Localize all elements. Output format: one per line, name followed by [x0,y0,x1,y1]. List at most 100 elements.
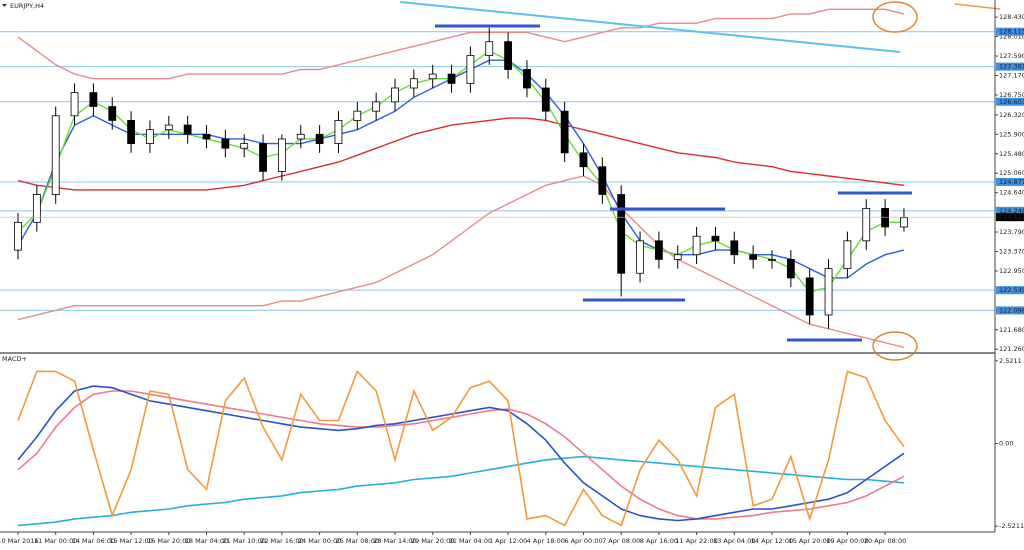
level-label: 124.871 [999,178,1024,186]
annotations [399,1,1001,361]
candle-body [296,133,305,140]
symbol-title: EURJPY,H4 [10,2,44,10]
level-label: 122.535 [999,286,1024,294]
candle-body [598,166,607,195]
x-tick-label: 7 Apr 08:00 [602,537,640,545]
y-tick-label: 122.950 [999,267,1024,275]
candle-body [70,92,79,117]
indicator-line [17,175,905,349]
x-tick-label: 6 Apr 00:00 [564,537,602,545]
level-label: 128.115 [999,28,1024,36]
candle-body [447,73,456,84]
menu-arrow[interactable] [2,4,7,7]
level-label-bg [996,97,1024,106]
candle-body [315,133,324,144]
candle-body [824,268,833,316]
candle-body [240,143,249,149]
x-tick-label: 16 Mar 20:00 [147,537,190,545]
y-tick-label: 126.750 [999,91,1024,99]
x-tick-label: 15 Mar 12:00 [109,537,152,545]
candle-body [409,78,418,89]
y-tick-label: 121.680 [999,326,1024,334]
x-tick-label: 21 Mar 10:00 [222,537,265,545]
candle-body [221,138,230,149]
x-tick-label: 29 Mar 20:00 [411,537,454,545]
level-label-bg [996,62,1024,71]
x-tick-label: 24 Mar 00:00 [298,537,341,545]
x-tick-label: 14 Apr 12:00 [751,537,793,545]
indicator-line [17,369,905,527]
candle-body [523,69,531,89]
candle-body [127,120,135,144]
x-tick-label: 20 Apr 08:00 [864,537,906,545]
indicator-line [17,385,905,522]
indicator-line [17,117,905,191]
highlight-circle [872,331,918,361]
candle-body [334,120,343,144]
level-label: 124.248 [999,207,1024,215]
candle-body [692,235,701,256]
x-tick-label: 4 Apr 18:00 [527,537,565,545]
x-tick-label: 15 Apr 20:00 [789,537,831,545]
candle-body [730,240,739,256]
y-tick-label: 123.790 [999,228,1024,236]
level-label-bg [996,286,1024,295]
last-price-bg [996,213,1024,222]
x-tick-label: 28 Mar 14:00 [373,537,416,545]
candle-body [183,124,192,135]
y-tick-label: 125.480 [999,150,1024,158]
y-tick-label: 121.260 [999,345,1024,353]
x-tick-label: 10 Mar 2016 [0,537,39,545]
candle-body [146,129,154,144]
candle-body [202,133,211,140]
y-tick-label: 125.900 [999,130,1024,138]
indicator-line [17,8,905,80]
candle-body [277,138,286,172]
trend-line [954,3,1001,10]
x-tick-label: 1 Apr 12:00 [489,537,527,545]
candle-body [51,115,60,195]
level-label: 122.098 [999,306,1024,314]
level-label-bg [996,206,1024,215]
x-tick-label: 19 Apr 00:00 [826,537,868,545]
y-tick-label: 127.590 [999,52,1024,60]
candle-body [353,110,362,121]
y-tick-label: 126.320 [999,111,1024,119]
candle-body [259,143,267,172]
x-tick-label: 22 Mar 16:00 [260,537,303,545]
candle-body [372,101,381,112]
candle-body [14,221,22,251]
candle-body [89,92,98,107]
candle-body [862,208,871,242]
candle-body [466,55,475,84]
last-price-label: 124.111 [999,213,1024,221]
highlight-circle [872,1,918,33]
x-tick-label: 31 Mar 04:00 [449,537,492,545]
x-tick-label: 13 Apr 04:00 [713,537,755,545]
x-tick-label: 25 Mar 08:00 [336,537,379,545]
level-label-bg [996,306,1024,315]
candle-body [541,87,550,112]
y-tick-label: 123.370 [999,247,1024,255]
candle-body [805,277,814,316]
candle-body [711,235,720,242]
y-tick-label: 124.640 [999,189,1024,197]
candle-body [504,41,513,70]
candle-body [391,87,399,103]
candle-body [579,152,588,168]
candle-body [655,240,663,260]
level-label-bg [996,177,1024,186]
y-tick-label: 128.010 [999,33,1024,41]
y-tick-label: 2.5211 [999,357,1022,365]
x-tick-label: 8 Apr 16:00 [640,537,678,545]
candle-body [108,106,117,121]
indicator-title: MACD+ [2,355,27,363]
level-label-bg [996,27,1024,36]
candle-body [560,110,569,154]
indicator-line [17,390,905,520]
y-tick-label: -2.5211 [999,522,1024,530]
candle-body [673,254,682,260]
candle-body [428,73,437,80]
